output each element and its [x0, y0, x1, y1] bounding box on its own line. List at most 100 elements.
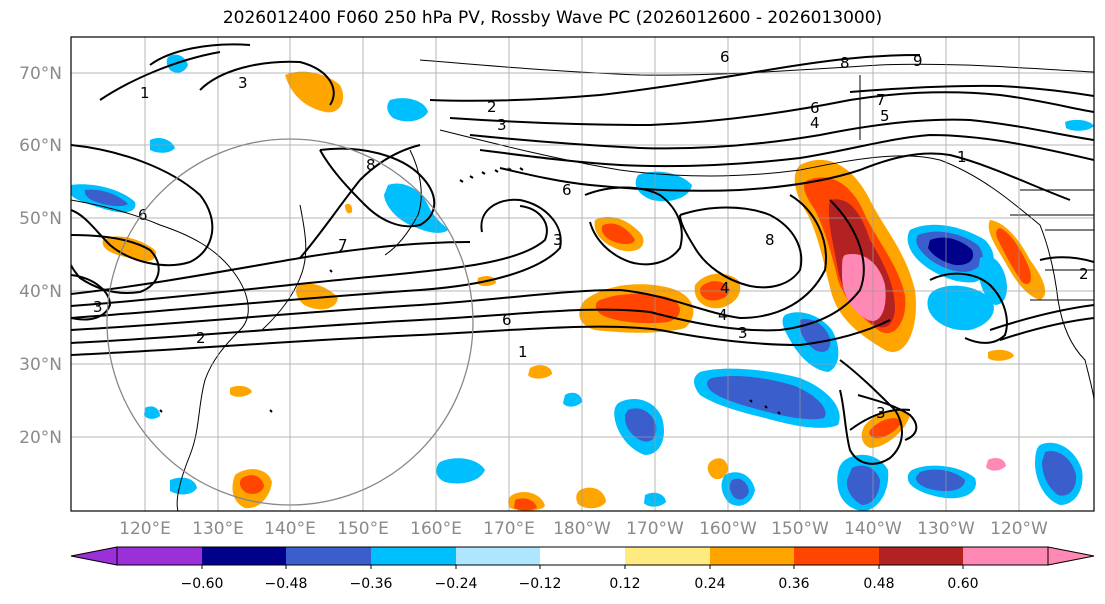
- contour-label: 3: [553, 231, 563, 249]
- colorbar-tick-label: −0.60: [181, 576, 224, 592]
- negative-anomaly: [846, 465, 880, 505]
- contour-label: 7: [876, 91, 886, 109]
- lon-tick-label: 150°E: [337, 519, 389, 539]
- negative-anomaly: [84, 189, 128, 207]
- negative-anomaly: [707, 375, 826, 420]
- negative-anomaly: [563, 392, 582, 407]
- lat-tick-label: 50°N: [19, 209, 62, 229]
- contour-label: 4: [810, 114, 820, 132]
- colorbar-segment: [456, 547, 540, 565]
- negative-anomaly: [1042, 451, 1077, 496]
- positive-anomaly: [707, 458, 728, 480]
- positive-anomaly: [296, 283, 338, 310]
- lat-tick-label: 20°N: [19, 428, 62, 448]
- colorbar-segment: [286, 547, 371, 565]
- contour-label: 6: [720, 48, 730, 66]
- lon-tick-label: 130°W: [917, 519, 975, 539]
- negative-anomaly: [387, 98, 428, 122]
- positive-anomaly: [595, 293, 680, 324]
- contour-labels: 3 1 2 3 6 8 3 6 8 6 4 3 7 5 4 1 9 8 7 6 …: [93, 48, 1089, 422]
- pv-shading: [71, 54, 1094, 511]
- negative-anomaly: [915, 469, 965, 492]
- graticule: [71, 37, 1094, 511]
- lon-tick-label: 180°W: [553, 519, 611, 539]
- negative-anomaly: [144, 406, 160, 419]
- negative-anomaly: [436, 458, 485, 484]
- lon-tick-label: 170°E: [483, 519, 535, 539]
- colorbar-tick-label: −0.12: [519, 576, 562, 592]
- lat-tick-label: 70°N: [19, 64, 62, 84]
- colorbar-tick-label: 0.12: [609, 576, 640, 592]
- lon-tick-label: 120°W: [990, 519, 1048, 539]
- colorbar-segment: [879, 547, 963, 565]
- negative-anomaly: [170, 477, 197, 495]
- asia-coast: [71, 199, 249, 511]
- colorbar-segment: [794, 547, 879, 565]
- negative-anomaly: [384, 183, 448, 233]
- colorbar-segment: [963, 547, 1048, 565]
- negative-anomaly: [927, 285, 994, 331]
- colorbar-tick-label: −0.36: [350, 576, 393, 592]
- colorbar-tick-label: 0.36: [778, 576, 809, 592]
- positive-anomaly: [988, 349, 1014, 361]
- negative-anomaly: [799, 319, 831, 352]
- contour-label: 9: [913, 52, 923, 70]
- lon-tick-label: 130°E: [192, 519, 244, 539]
- contour-label: 4: [718, 306, 728, 324]
- lon-tick-label: 150°W: [771, 519, 829, 539]
- colorbar: −0.60 −0.48 −0.36 −0.24 −0.12 0.12 0.24 …: [70, 546, 1095, 592]
- lat-tick-label: 40°N: [19, 282, 62, 302]
- colorbar-segment: [540, 547, 625, 565]
- positive-anomaly: [528, 365, 552, 379]
- colorbar-tick-label: 0.48: [863, 576, 894, 592]
- positive-anomaly: [239, 475, 264, 494]
- colorbar-segment: [710, 547, 794, 565]
- positive-anomaly: [345, 203, 353, 214]
- contour-label: 2: [196, 329, 206, 347]
- contour-label: 4: [720, 279, 730, 297]
- reference-circle: [106, 138, 474, 506]
- colorbar-tick-label: 0.24: [694, 576, 725, 592]
- positive-anomaly: [842, 254, 886, 321]
- lon-tick-label: 170°W: [626, 519, 684, 539]
- colorbar-segment: [117, 547, 202, 565]
- colorbar-tick-label: 0.60: [947, 576, 978, 592]
- map-frame: [70, 36, 1095, 512]
- contour-label: 1: [957, 148, 967, 166]
- lat-tick-label: 30°N: [19, 355, 62, 375]
- kamchatka-coast: [384, 149, 422, 256]
- map-area: 3 1 2 3 6 8 3 6 8 6 4 3 7 5 4 1 9 8 7 6 …: [71, 37, 1094, 511]
- lon-tick-label: 140°W: [844, 519, 902, 539]
- positive-anomaly: [576, 487, 606, 509]
- positive-anomaly: [869, 418, 902, 439]
- colorbar-tick-label: −0.24: [435, 576, 478, 592]
- negative-anomaly: [928, 237, 974, 266]
- colorbar-segment: [202, 547, 286, 565]
- contour-label: 3: [93, 298, 103, 316]
- alaska-coast: [439, 129, 1041, 226]
- contour-label: 2: [1079, 265, 1089, 283]
- positive-anomaly: [514, 498, 537, 511]
- colorbar-max-extend: [1047, 546, 1095, 566]
- contour-label: 6: [562, 181, 572, 199]
- lon-labels: 120°E 130°E 140°E 150°E 160°E 170°E 180°…: [119, 519, 1048, 539]
- positive-anomaly: [996, 228, 1031, 285]
- colorbar-tick-label: −0.48: [265, 576, 308, 592]
- na-coast: [1039, 224, 1094, 401]
- lon-tick-label: 120°E: [119, 519, 171, 539]
- colorbar-segment: [371, 547, 456, 565]
- positive-anomaly: [230, 385, 252, 397]
- contour-label: 3: [497, 116, 507, 134]
- negative-anomaly: [978, 255, 1007, 305]
- positive-anomaly: [285, 71, 344, 113]
- colorbar-segment: [625, 547, 710, 565]
- contour-label: 6: [502, 311, 512, 329]
- pv-contours: [71, 43, 1094, 465]
- contour-label: 8: [765, 231, 775, 249]
- lon-tick-label: 160°W: [699, 519, 757, 539]
- negative-anomaly: [1065, 119, 1094, 131]
- contour-label: 3: [238, 74, 248, 92]
- lat-tick-label: 60°N: [19, 136, 62, 156]
- contour-label: 7: [338, 236, 348, 254]
